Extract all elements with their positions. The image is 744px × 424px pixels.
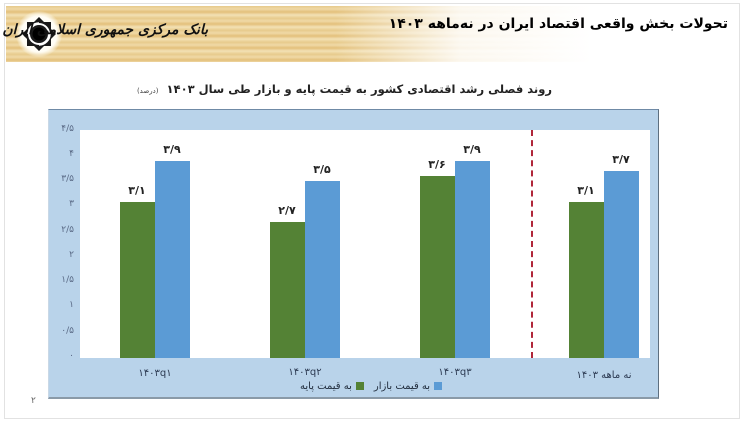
chart-subtitle-text: روند فصلی رشد اقتصادی کشور به قیمت پایه … [166, 82, 552, 96]
bar-base-1403q3 [420, 176, 455, 358]
legend-item-market: به قیمت بازار [373, 380, 443, 392]
bar-market-1403q3 [455, 161, 490, 358]
legend-item-base: به قیمت پایه [300, 381, 364, 392]
x-label: ۱۴۰۳q۳ [438, 367, 472, 378]
page-number: ۲ [31, 396, 36, 406]
bar-value-label: ۳/۱ [577, 184, 595, 197]
bar-base-1403q1 [120, 202, 155, 358]
x-label: نه ماهه ۱۴۰۳ [576, 370, 632, 381]
bar-market-1403q1 [155, 161, 190, 358]
bar-base-9months [569, 202, 604, 358]
x-label: ۱۴۰۳q۱ [138, 368, 172, 379]
chart-legend: به قیمت بازار به قیمت پایه [300, 379, 443, 393]
y-tick: ۴ [69, 149, 74, 159]
y-tick: ۱ [69, 300, 74, 310]
slide-border [4, 3, 740, 419]
bar-value-label: ۳/۱ [128, 184, 146, 197]
bar-value-label: ۳/۹ [163, 143, 181, 156]
bar-market-1403q2 [305, 181, 340, 358]
bank-name: بانک مرکزی جمهوری اسلامی ایران [2, 22, 208, 38]
bar-value-label: ۲/۷ [278, 204, 296, 217]
y-tick: ۴/۵ [61, 124, 74, 134]
y-tick: ۰ [69, 351, 74, 361]
bar-base-1403q2 [270, 222, 305, 358]
central-bank-logo-icon [16, 11, 62, 57]
y-tick: ۲/۵ [61, 225, 74, 235]
legend-swatch-market [434, 382, 443, 390]
y-tick: ۳ [69, 199, 74, 209]
bar-value-label: ۳/۵ [313, 163, 331, 176]
legend-swatch-base [355, 382, 364, 390]
bar-value-label: ۳/۹ [463, 143, 481, 156]
header-band [6, 6, 738, 62]
period-divider-line [531, 130, 533, 358]
y-tick: ۳/۵ [61, 174, 74, 184]
chart-unit: (درصد) [136, 87, 159, 95]
bar-value-label: ۳/۶ [428, 158, 446, 171]
legend-label-base: به قیمت پایه [300, 380, 352, 392]
y-tick: ۲ [69, 250, 74, 260]
bar-value-label: ۳/۷ [612, 153, 630, 166]
y-tick: ۱/۵ [61, 275, 74, 285]
page-title: تحولات بخش واقعی اقتصاد ایران در نه‌ماهه… [388, 16, 728, 32]
legend-label-market: به قیمت بازار [373, 380, 431, 392]
x-label: ۱۴۰۳q۲ [288, 367, 322, 378]
bar-market-9months [604, 171, 639, 358]
chart-subtitle: روند فصلی رشد اقتصادی کشور به قیمت پایه … [137, 82, 552, 96]
y-tick: ۰/۵ [61, 326, 74, 336]
